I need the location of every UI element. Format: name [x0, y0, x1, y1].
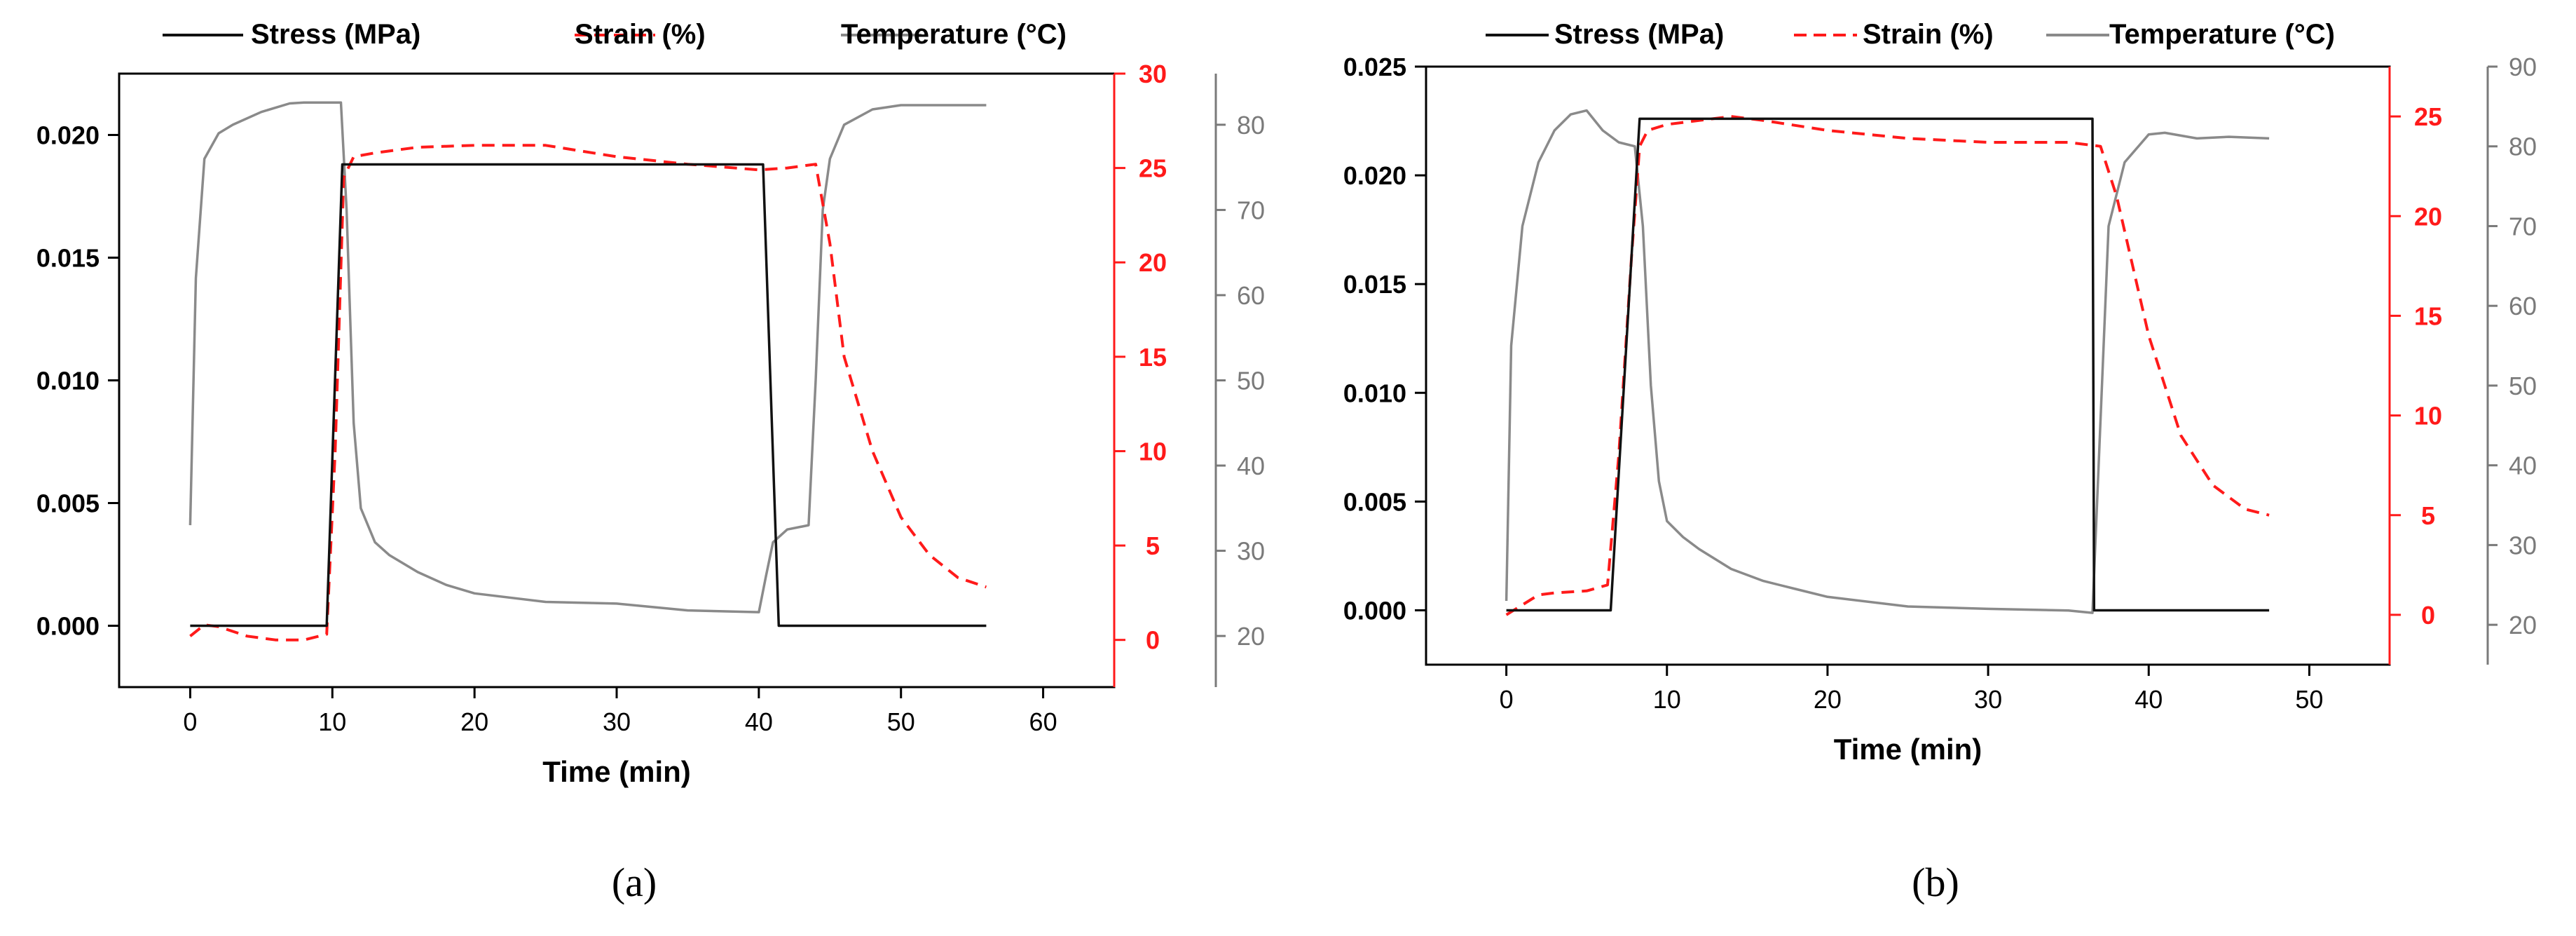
legend-label: Strain (%) [575, 19, 706, 50]
temperature-line [189, 101, 987, 613]
temperature-tick-label: 50 [2509, 372, 2537, 400]
x-tick-label: 50 [2295, 685, 2323, 714]
strain-tick-label: 20 [1139, 248, 1167, 277]
x-tick-label: 10 [318, 707, 346, 736]
x-tick-label: 50 [887, 707, 915, 736]
legend-label: Stress (MPa) [251, 19, 420, 50]
temperature-line [1505, 109, 2270, 614]
legend-label: Temperature (°C) [2109, 19, 2335, 50]
x-tick-label: 60 [1029, 707, 1057, 736]
strain-tick-label: 5 [2421, 501, 2435, 530]
temperature-tick-label: 30 [2509, 531, 2537, 559]
x-axis-title: Time (min) [542, 755, 691, 788]
strain-tick-label: 5 [1146, 531, 1160, 560]
stress-tick-label: 0.020 [1343, 161, 1406, 190]
stress-tick-label: 0.010 [36, 367, 100, 395]
temperature-tick-label: 70 [1237, 196, 1265, 224]
temperature-tick-label: 40 [1237, 452, 1265, 480]
strain-line [1505, 115, 2270, 616]
temperature-tick-label: 80 [2509, 133, 2537, 161]
x-tick-label: 20 [460, 707, 488, 736]
strain-tick-label: 10 [1139, 437, 1167, 466]
stress-tick-label: 0.020 [36, 121, 100, 150]
strain-tick-label: 20 [2414, 202, 2442, 231]
legend-label: Stress (MPa) [1554, 19, 1724, 50]
x-tick-label: 30 [1974, 685, 2002, 714]
x-tick-label: 10 [1653, 685, 1681, 714]
strain-tick-label: 30 [1139, 60, 1167, 88]
x-tick-label: 40 [2135, 685, 2163, 714]
temperature-tick-label: 70 [2509, 212, 2537, 240]
temperature-tick-label: 90 [2509, 53, 2537, 81]
x-tick-label: 20 [1814, 685, 1842, 714]
stress-line [1506, 117, 2270, 612]
strain-tick-label: 0 [1146, 626, 1160, 655]
temperature-tick-label: 80 [1237, 111, 1265, 140]
temperature-tick-label: 40 [2509, 452, 2537, 480]
x-tick-label: 0 [183, 707, 197, 736]
strain-tick-label: 0 [2421, 601, 2435, 630]
plot-frame [1425, 65, 2391, 666]
stress-tick-label: 0.015 [36, 244, 100, 273]
temperature-tick-label: 30 [1237, 537, 1265, 566]
stress-tick-label: 0.015 [1343, 270, 1406, 299]
temperature-tick-label: 50 [1237, 367, 1265, 395]
stress-tick-label: 0.025 [1343, 53, 1406, 81]
panel-label-b: (b) [1912, 860, 1959, 905]
temperature-tick-label: 20 [1237, 622, 1265, 651]
stress-line [190, 163, 987, 628]
strain-tick-label: 15 [1139, 343, 1167, 372]
x-axis-title: Time (min) [1834, 733, 1982, 766]
stress-tick-label: 0.000 [36, 612, 100, 641]
strain-tick-label: 25 [1139, 154, 1167, 183]
temperature-tick-label: 60 [1237, 281, 1265, 310]
strain-tick-label: 10 [2414, 402, 2442, 430]
stress-tick-label: 0.010 [1343, 379, 1406, 407]
temperature-tick-label: 60 [2509, 292, 2537, 320]
legend-label: Temperature (°C) [841, 19, 1067, 50]
legend-label: Strain (%) [1863, 19, 1994, 50]
x-tick-label: 30 [603, 707, 631, 736]
strain-line [189, 144, 987, 642]
stress-tick-label: 0.000 [1343, 596, 1406, 625]
x-tick-label: 0 [1500, 685, 1514, 714]
x-tick-label: 40 [745, 707, 773, 736]
strain-tick-label: 25 [2414, 102, 2442, 131]
panel-label-a: (a) [612, 860, 657, 905]
stress-tick-label: 0.005 [36, 489, 100, 518]
strain-tick-label: 15 [2414, 301, 2442, 330]
stress-tick-label: 0.005 [1343, 487, 1406, 516]
temperature-tick-label: 20 [2509, 611, 2537, 639]
